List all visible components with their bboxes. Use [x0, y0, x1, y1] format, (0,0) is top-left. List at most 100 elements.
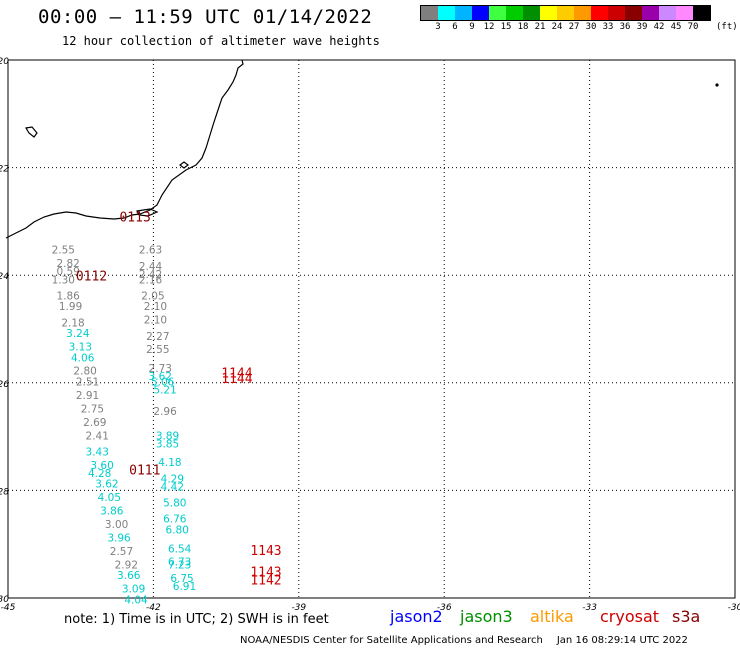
legend-tick-label: 70 [687, 22, 699, 32]
legend-unit: (ft) [716, 22, 738, 32]
pass-time-label: 0111 [129, 463, 160, 478]
satellite-key-cryosat: cryosat [600, 607, 660, 626]
wave-height-value: 3.09 [122, 584, 145, 596]
legend-tick-label: 33 [602, 22, 614, 32]
legend-swatch [625, 6, 642, 20]
lon-tick-label: -45 [1, 603, 16, 613]
wave-height-value: 5.80 [163, 498, 186, 510]
satellite-key-altika: altika [530, 607, 574, 626]
map-subtitle: 12 hour collection of altimeter wave hei… [62, 34, 380, 48]
wave-height-value: 4.18 [158, 457, 181, 469]
wave-height-value: 2.73 [149, 363, 172, 375]
lat-tick-label: -26 [0, 380, 9, 390]
wave-height-value: 2.27 [146, 331, 169, 343]
legend-swatch [506, 6, 523, 20]
legend-tick-label: 27 [568, 22, 580, 32]
map-frame [7, 59, 736, 599]
pass-time-label: 1143 [250, 565, 281, 580]
wave-height-value: 3.85 [156, 438, 179, 450]
wave-height-value: 6.75 [170, 573, 193, 585]
wave-height-value: 2.41 [86, 430, 109, 442]
color-legend: 3 6 9 12 15 18 21 24 27 30 33 36 39 42 45 70 (ft) [420, 5, 738, 32]
lon-tick-label: -36 [437, 603, 452, 613]
legend-tick-label: 6 [452, 22, 458, 32]
wave-height-value: 3.62 [95, 479, 118, 491]
legend-tick-label: 21 [534, 22, 546, 32]
wave-height-value: 2.92 [115, 559, 138, 571]
wave-height-value: 6.91 [173, 581, 196, 593]
wave-height-value: 4.42 [161, 481, 184, 493]
legend-swatch [540, 6, 557, 20]
lon-tick-label: -39 [291, 603, 306, 613]
lon-tick-label: -42 [146, 603, 161, 613]
wave-height-value: 4.04 [124, 594, 148, 606]
map-title: 00:00 – 11:59 UTC 01/14/2022 [38, 6, 373, 28]
pass-time-label: 0112 [76, 270, 107, 285]
wave-height-value: 2.96 [153, 406, 177, 418]
generated-timestamp: Jan 16 08:29:14 UTC 2022 [556, 635, 688, 646]
wave-height-value: 2.80 [73, 366, 96, 378]
wave-height-value: 2.55 [52, 245, 75, 257]
legend-tick-label: 3 [435, 22, 441, 32]
wave-height-value: 2.91 [76, 390, 99, 402]
lat-tick-label: -20 [0, 57, 9, 67]
legend-swatch [472, 6, 489, 20]
wave-height-value: 2.51 [76, 376, 99, 388]
legend-swatch [693, 6, 710, 20]
legend-swatch [676, 6, 693, 20]
legend-swatch [489, 6, 506, 20]
wave-height-value: 2.63 [139, 245, 162, 257]
legend-tick-label: 15 [500, 22, 512, 32]
wave-height-value: 1.99 [59, 301, 82, 313]
legend-tick-label: 39 [636, 22, 648, 32]
wave-height-value: 3.89 [156, 430, 179, 442]
legend-swatch [557, 6, 574, 20]
island-dot [715, 83, 719, 87]
legend-tick-label: 24 [551, 22, 563, 32]
wave-height-value: 1.30 [52, 274, 75, 286]
footnote: note: 1) Time is in UTC; 2) SWH is in fe… [64, 612, 329, 627]
legend-swatch [421, 6, 438, 20]
wave-height-value: 2.55 [146, 344, 169, 356]
wave-height-value: 4.28 [88, 468, 111, 480]
lat-tick-label: -28 [0, 487, 9, 497]
legend-tick-label: 45 [670, 22, 682, 32]
wave-height-value: 4.05 [98, 492, 121, 504]
credit-text: NOAA/NESDIS Center for Satellite Applica… [240, 635, 543, 646]
wave-height-value: 1.86 [56, 290, 80, 302]
wave-height-value: 6.80 [166, 524, 189, 536]
wave-height-value: 2.18 [61, 317, 84, 329]
wave-height-value: 3.86 [100, 506, 124, 518]
wave-height-value: 4.29 [161, 473, 184, 485]
legend-tick-label: 9 [469, 22, 475, 32]
legend-swatch [523, 6, 540, 20]
legend-swatch [642, 6, 659, 20]
pass-time-label: 1144 [221, 366, 252, 381]
wave-height-value: 2.57 [110, 546, 133, 558]
wave-height-labels: 2.552.820.591.301.861.992.183.243.134.06… [52, 245, 197, 607]
wave-height-value: 3.24 [66, 328, 90, 340]
credit-line: NOAA/NESDIS Center for Satellite Applica… [240, 635, 688, 646]
wave-height-value: 2.10 [144, 301, 167, 313]
wave-height-value: 3.13 [69, 342, 92, 354]
pass-time-label: 1144 [221, 372, 252, 387]
legend-tick-label: 30 [585, 22, 597, 32]
wave-height-value: 5.21 [153, 385, 176, 397]
wave-height-value: 3.96 [107, 533, 131, 545]
wave-height-value: 4.06 [71, 352, 95, 364]
wave-height-value: 2.69 [83, 417, 106, 429]
wave-height-value: 2.44 [139, 261, 163, 273]
lat-tick-label: -22 [0, 165, 9, 175]
wave-height-value: 2.10 [144, 315, 167, 327]
legend-swatch [591, 6, 608, 20]
wave-height-value: 6.73 [168, 557, 191, 569]
wave-height-value: 6.54 [168, 543, 192, 555]
satellite-key-s3a: s3a [672, 607, 701, 626]
wave-height-value: 2.16 [139, 274, 163, 286]
legend-swatch [659, 6, 676, 20]
legend-tick-label: 12 [483, 22, 495, 32]
wave-height-value: 3.43 [86, 446, 109, 458]
wave-height-value: 2.75 [81, 403, 104, 415]
wave-height-value: 6.76 [163, 514, 187, 526]
